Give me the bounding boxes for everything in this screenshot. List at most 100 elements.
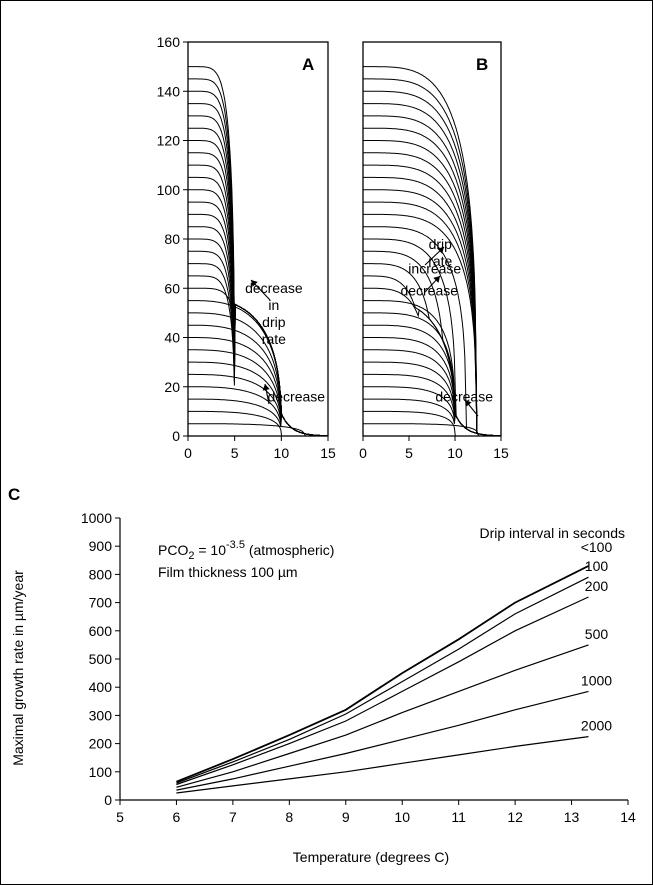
annotation-line: decrease <box>435 389 493 405</box>
y-tick-label: 200 <box>89 736 113 752</box>
x-tick-label: 15 <box>320 445 336 461</box>
annotation-arrowhead <box>437 247 444 254</box>
profile-line <box>363 300 502 437</box>
annotation-line: decrease <box>267 389 325 405</box>
x-tick-label: 13 <box>564 809 580 825</box>
x-tick-label: 12 <box>507 809 523 825</box>
y-tick-label: 300 <box>89 707 113 723</box>
pco2-note: PCO2 = 10-3.5 (atmospheric) <box>158 539 334 562</box>
series-label: 100 <box>585 558 609 574</box>
pco2-note-pco: PCO <box>158 542 188 558</box>
profile-line <box>188 324 329 437</box>
profile-line <box>363 373 502 437</box>
y-tick-label: 500 <box>89 651 113 667</box>
series-label: 500 <box>585 626 609 642</box>
series-line <box>176 565 589 783</box>
series-line <box>176 690 589 791</box>
panelA-frame <box>187 41 329 437</box>
profile-line <box>363 66 502 437</box>
y-tick-label: 0 <box>172 428 180 444</box>
pco2-note-atm: (atmospheric) <box>245 542 334 558</box>
pco2-note-sub: 2 <box>188 550 194 562</box>
series-label: <100 <box>581 539 613 555</box>
annotation-line: decrease <box>400 283 458 299</box>
y-tick-label: 100 <box>89 764 113 780</box>
annotation-line: rate <box>262 331 286 347</box>
legend-title: Drip interval in seconds <box>479 525 625 541</box>
x-tick-label: 10 <box>274 445 290 461</box>
annotation-line: decrease <box>245 280 303 296</box>
profile-line <box>363 324 502 437</box>
y-tick-label: 140 <box>157 83 181 99</box>
y-tick-label: 60 <box>164 280 180 296</box>
profile-line <box>363 398 502 437</box>
y-tick-label: 1000 <box>81 510 112 526</box>
y-tick-label: 600 <box>89 623 113 639</box>
series-label: 2000 <box>581 718 612 734</box>
annotation-arrowhead <box>262 384 270 391</box>
x-tick-label: 6 <box>173 809 181 825</box>
panel-c: C 5 6 7 8 9 10 11 12 13 14 0 100 200 300 400 500 600 700 8… <box>8 485 636 865</box>
profile-line <box>188 250 329 437</box>
y-axis-title: Maximal growth rate in µm/year <box>10 570 26 766</box>
x-tick-label: 5 <box>405 445 413 461</box>
pco2-note-eq: = 10 <box>194 542 226 558</box>
y-tick-label: 0 <box>104 792 112 808</box>
panel-b-letter: B <box>476 55 488 74</box>
profile-line <box>188 78 329 437</box>
y-tick-label: 700 <box>89 595 113 611</box>
y-tick-label: 20 <box>164 379 180 395</box>
profile-line <box>363 410 501 437</box>
panel-a-letter: A <box>302 55 314 74</box>
y-tick-label: 80 <box>164 231 180 247</box>
y-tick-label: 160 <box>157 34 181 50</box>
y-tick-label: 100 <box>157 182 181 198</box>
x-tick-label: 9 <box>342 809 350 825</box>
y-tick-label: 400 <box>89 679 113 695</box>
series-line <box>176 644 589 788</box>
y-tick-label: 120 <box>157 133 181 149</box>
annotation-line: in <box>268 297 279 313</box>
film-thickness-note: Film thickness 100 µm <box>158 564 298 580</box>
profile-line <box>188 398 329 437</box>
profile-line <box>188 410 328 437</box>
series-line <box>176 576 589 784</box>
series-line <box>176 736 589 794</box>
x-tick-label: 10 <box>394 809 410 825</box>
x-tick-label: 11 <box>451 809 466 825</box>
x-tick-label: 0 <box>184 445 192 461</box>
profile-line <box>363 250 502 437</box>
annotation-arrowhead <box>465 400 472 407</box>
y-tick-label: 800 <box>89 566 113 582</box>
pco2-note-exp: -3.5 <box>226 539 245 551</box>
x-tick-label: 5 <box>116 809 124 825</box>
y-tick-label: 900 <box>89 538 113 554</box>
x-tick-label: 15 <box>493 445 509 461</box>
x-tick-label: 14 <box>620 809 636 825</box>
series-line <box>176 596 589 786</box>
annotation: decrease <box>267 389 325 405</box>
series-label: 1000 <box>581 672 612 688</box>
profile-line <box>188 66 329 437</box>
series-label: 200 <box>585 578 609 594</box>
annotation: decrease in drip rate <box>245 280 303 347</box>
x-tick-label: 5 <box>231 445 239 461</box>
annotation-line: drip <box>429 236 453 252</box>
x-tick-label: 7 <box>229 809 237 825</box>
panel-c-plot: 5 6 7 8 9 10 11 12 13 14 0 100 200 300 400 500 600 700 800… <box>81 510 636 825</box>
annotation-arrowhead <box>251 280 258 287</box>
annotation: increase <box>408 260 461 276</box>
x-tick-label: 8 <box>285 809 293 825</box>
panel-c-letter: C <box>8 485 20 504</box>
annotation-line: drip <box>262 314 286 330</box>
x-axis-title: Temperature (degrees C) <box>293 849 449 865</box>
annotation-arrowhead <box>433 276 440 283</box>
annotation: decrease <box>435 389 493 405</box>
y-tick-label: 40 <box>164 330 180 346</box>
annotation: decrease <box>400 283 458 299</box>
